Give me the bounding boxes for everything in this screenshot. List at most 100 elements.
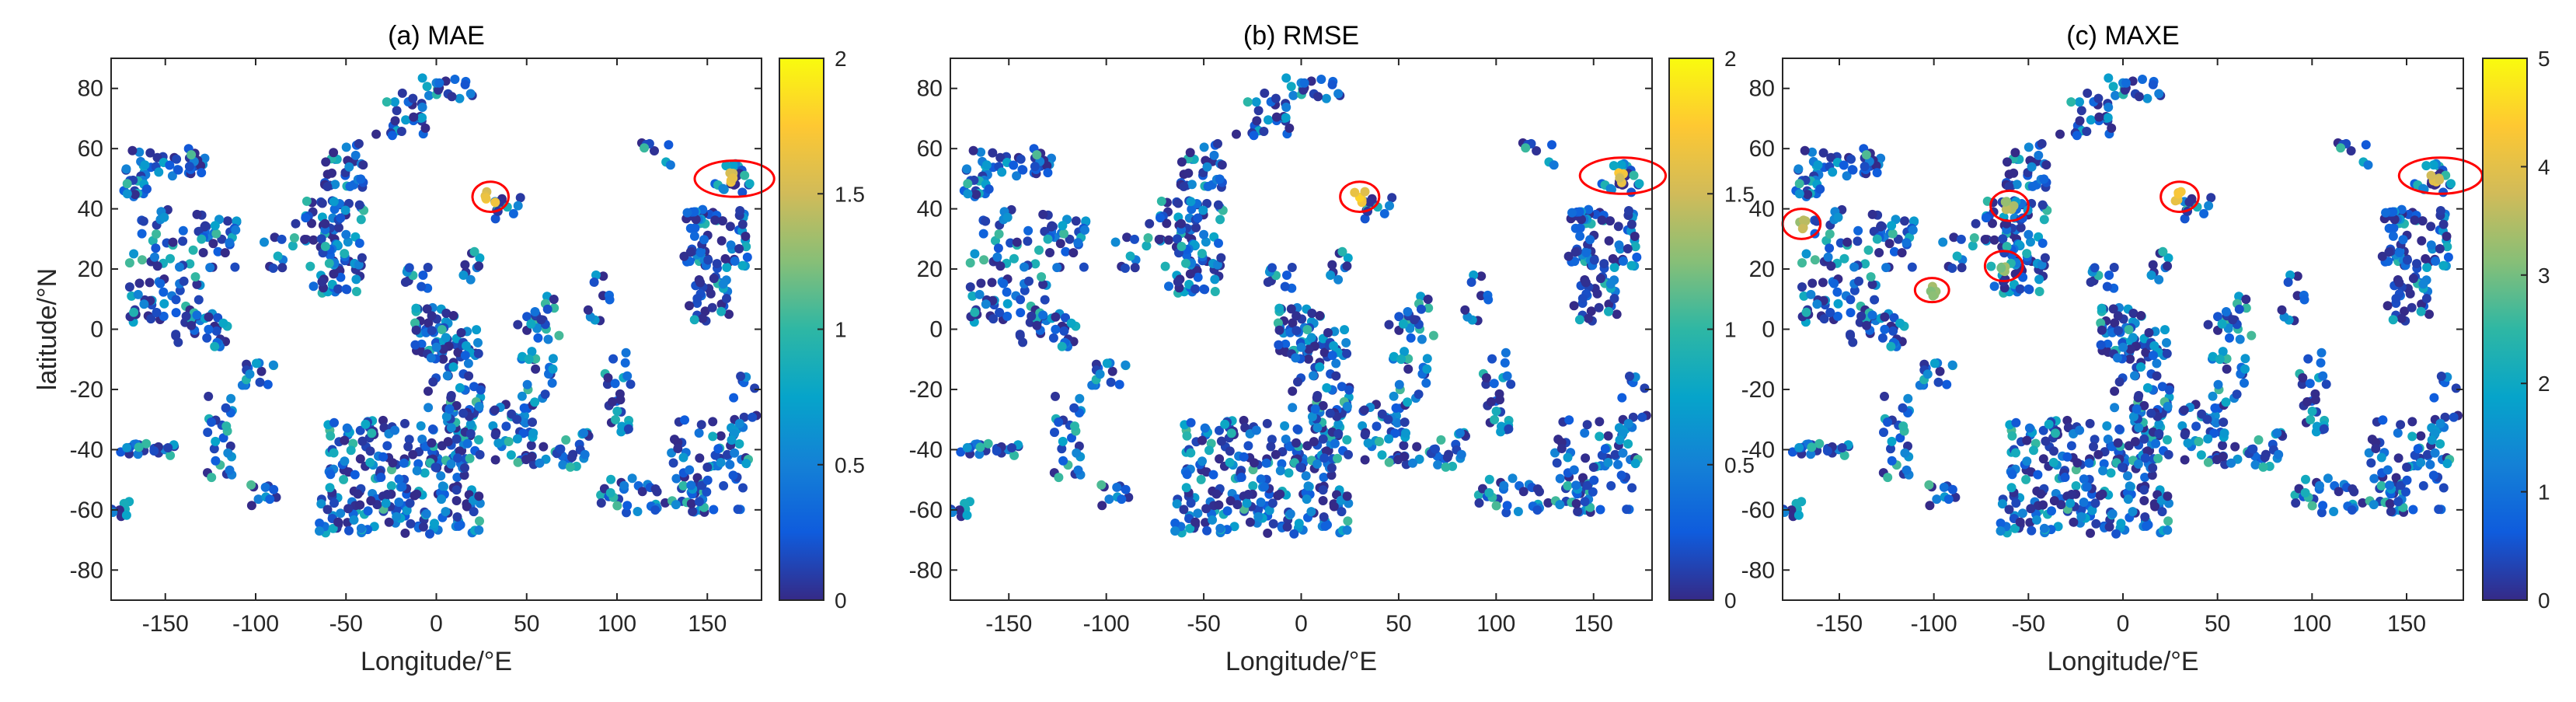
scatter-point [2418,480,2428,491]
x-tick-label: -150 [1816,611,1863,637]
scatter-point [2435,244,2445,253]
scatter-point [2334,487,2344,497]
scatter-point [2097,303,2107,313]
scatter-point [1949,232,1959,243]
scatter-point [2148,463,2158,473]
scatter-point [1012,171,1022,181]
scatter-point [1887,436,1897,446]
highlight-ellipse [1578,156,1668,195]
scatter-point [1935,366,1945,376]
scatter-point [2384,247,2394,257]
scatter-point [1588,463,1598,472]
scatter-point [1271,449,1281,459]
scatter-point [1556,444,1567,453]
scatter-point [1176,218,1186,229]
scatter-point [1226,428,1236,438]
scatter-point [2104,522,2114,532]
scatter-point [453,453,462,463]
scatter-point [1600,444,1610,454]
scatter-point [603,373,613,382]
scatter-point [1251,97,1261,107]
y-tick-label: -80 [909,557,943,583]
scatter-point [1574,207,1584,217]
scatter-point [722,294,731,303]
scatter-point [1605,183,1616,194]
scatter-point [291,218,301,229]
scatter-point [1196,474,1206,484]
scatter-point [1006,204,1016,215]
scatter-point [1581,453,1591,463]
scatter-point [2111,90,2121,100]
scatter-point [329,448,339,458]
scatter-point [1054,417,1064,427]
scatter-point [1867,310,1877,320]
scatter-point [1112,482,1122,492]
scatter-point [2235,334,2245,344]
scatter-point [956,447,966,457]
scatter-point [1489,379,1499,389]
scatter-point [475,449,485,459]
scatter-point [1900,448,1910,458]
scatter-point [2184,197,2194,207]
scatter-point [2141,348,2151,358]
scatter-point [1326,470,1337,480]
scatter-point [1331,371,1341,381]
scatter-point [1997,499,2007,509]
scatter-point [142,184,152,194]
colorbar-tick-label: 1.5 [1724,182,1755,206]
scatter-point [2015,517,2025,527]
scatter-point [2007,470,2017,480]
scatter-point [2128,507,2138,517]
scatter-point [1872,168,1882,178]
scatter-point [1181,483,1191,493]
scatter-point [1186,448,1196,458]
scatter-point [519,403,529,413]
scatter-point [1281,339,1291,349]
scatter-point [737,219,748,229]
scatter-point [1424,303,1434,313]
scatter-point [221,421,232,431]
scatter-point [474,261,484,271]
scatter-point [1288,386,1298,396]
scatter-point [515,193,525,203]
scatter-point [1861,150,1871,160]
scatter-point [2428,160,2438,170]
scatter-point [1506,379,1516,389]
scatter-point [1002,287,1012,297]
scatter-point [2065,498,2076,508]
scatter-point [2222,354,2232,364]
scatter-point [386,481,396,491]
scatter-point [1603,458,1613,467]
colorbar-tick-label: 0.5 [1724,453,1755,477]
scatter-point [392,106,402,116]
scatter-point [1342,401,1352,411]
scatter-point [1428,330,1438,341]
scatter-point [1860,162,1870,172]
scatter-point [720,253,730,264]
scatter-point [1318,485,1328,495]
scatter-point [612,501,622,511]
scatter-point [606,474,616,484]
scatter-point [1097,501,1107,511]
scatter-point [1043,234,1053,244]
scatter-point [1307,309,1317,318]
scatter-point [321,157,331,167]
scatter-point [2024,285,2034,295]
scatter-point [696,420,706,430]
scatter-point [1989,235,1999,245]
y-tick-label: -40 [70,437,103,463]
scatter-point [1623,244,1633,253]
scatter-point [1284,468,1294,478]
scatter-point [325,483,335,493]
scatter-point [1588,487,1598,497]
scatter-point [993,243,1003,253]
scatter-point [1908,225,1918,235]
scatter-point [2164,498,2173,508]
x-tick-label: 150 [2387,611,2426,637]
x-tick-label: -100 [1911,611,1957,637]
scatter-point [1220,419,1230,429]
scatter-point [1306,333,1316,343]
scatter-point [995,152,1006,162]
scatter-point [2032,515,2041,525]
scatter-point [2191,421,2201,431]
